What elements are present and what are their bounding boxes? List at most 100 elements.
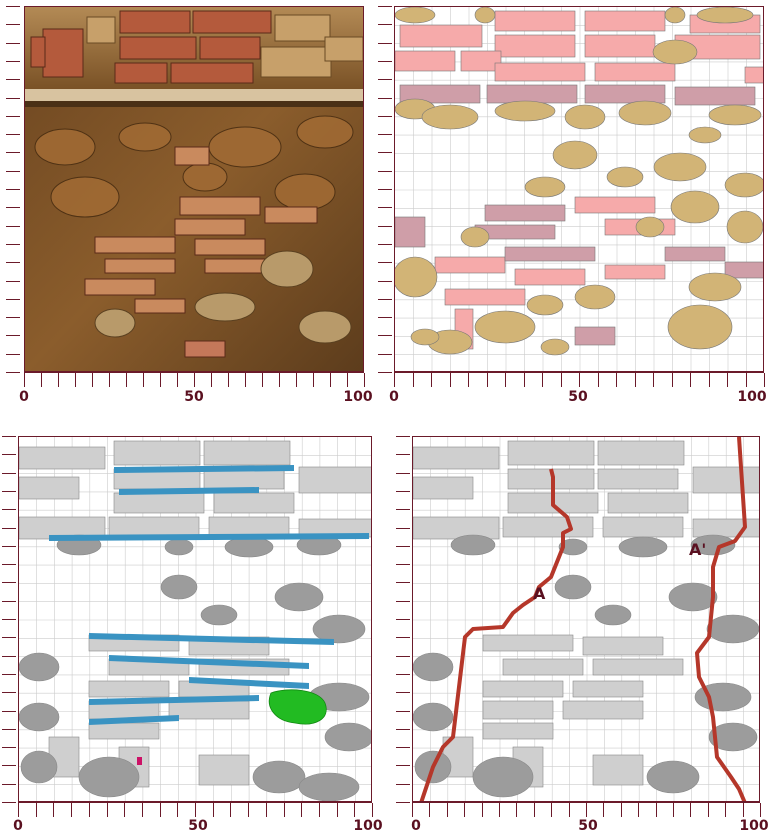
ruler-tick bbox=[396, 783, 410, 785]
ruler-tick bbox=[690, 803, 692, 817]
ruler-tick bbox=[262, 373, 263, 387]
ruler-tick bbox=[671, 373, 673, 387]
ruler-tick bbox=[143, 373, 144, 387]
ruler-tick bbox=[58, 373, 59, 387]
ruler-tick bbox=[2, 490, 16, 492]
ruler-tick bbox=[283, 803, 285, 817]
ruler-tick bbox=[106, 803, 108, 817]
axis-tick-0: 0 bbox=[389, 389, 399, 405]
ruler-tick bbox=[6, 335, 20, 337]
photo-image bbox=[24, 6, 364, 372]
axis-tick-100: 100 bbox=[737, 389, 767, 405]
ruler-tick bbox=[378, 372, 392, 373]
ruler-tick bbox=[597, 373, 599, 387]
ruler-tick bbox=[141, 803, 143, 817]
ruler-tick bbox=[2, 564, 16, 566]
ruler-tick bbox=[653, 373, 654, 387]
ruler-tick bbox=[2, 802, 16, 803]
ruler-tick bbox=[248, 803, 250, 817]
ruler-tick bbox=[412, 373, 414, 387]
ruler-tick bbox=[194, 373, 195, 387]
ruler-tick bbox=[2, 527, 16, 529]
masonry-photo bbox=[25, 7, 363, 371]
axis-tick-50: 50 bbox=[578, 818, 598, 834]
ruler-tick bbox=[2, 783, 16, 785]
ruler-tick bbox=[378, 189, 392, 190]
ruler-tick bbox=[6, 60, 20, 62]
ruler-tick bbox=[396, 564, 410, 566]
ruler-tick bbox=[6, 189, 20, 190]
ruler-tick bbox=[378, 97, 392, 99]
ruler-tick bbox=[2, 509, 16, 511]
ruler-tick bbox=[486, 373, 488, 387]
ruler-tick bbox=[586, 803, 587, 817]
ruler-tick bbox=[2, 655, 16, 657]
ruler-tick bbox=[429, 803, 431, 817]
ruler-tick bbox=[6, 79, 20, 81]
section-label-a: A bbox=[533, 584, 546, 603]
ruler-tick bbox=[378, 280, 392, 282]
ruler-tick bbox=[638, 803, 640, 817]
ruler-tick bbox=[378, 152, 392, 154]
ruler-tick bbox=[301, 803, 303, 817]
ruler-tick bbox=[6, 262, 20, 264]
ruler-tick bbox=[336, 803, 338, 817]
ruler-tick bbox=[2, 454, 16, 456]
ruler-tick bbox=[378, 115, 392, 117]
ruler-tick bbox=[195, 803, 196, 817]
ruler-tick bbox=[2, 619, 16, 620]
ruler-tick bbox=[378, 243, 392, 245]
ruler-tick bbox=[396, 454, 410, 456]
ruler-tick bbox=[690, 373, 691, 387]
ruler-tick bbox=[505, 373, 506, 387]
ruler-tick bbox=[2, 545, 16, 547]
ruler-tick bbox=[378, 6, 392, 7]
ruler-tick bbox=[92, 373, 93, 387]
ruler-tick bbox=[2, 747, 16, 749]
ruler-tick bbox=[2, 436, 16, 437]
ruler-tick bbox=[396, 509, 410, 511]
ruler-tick bbox=[75, 373, 76, 387]
mortar-joints-panel: 0 50 100 bbox=[2, 432, 386, 837]
ruler-tick bbox=[396, 747, 410, 749]
ruler-tick bbox=[279, 373, 280, 387]
section-label-a-prime: A' bbox=[689, 540, 706, 559]
ruler-tick bbox=[396, 490, 410, 492]
ruler-tick bbox=[6, 6, 20, 7]
ruler-tick bbox=[760, 803, 761, 817]
ruler-tick bbox=[71, 803, 73, 817]
ruler-tick bbox=[228, 373, 229, 387]
ruler-tick bbox=[378, 134, 392, 136]
ruler-tick bbox=[378, 225, 392, 227]
ruler-tick bbox=[160, 373, 161, 387]
bottom-ruler bbox=[394, 372, 765, 389]
ruler-tick bbox=[396, 637, 410, 639]
ruler-tick bbox=[24, 373, 25, 387]
ruler-tick bbox=[126, 373, 127, 387]
ruler-tick bbox=[6, 97, 20, 99]
ruler-tick bbox=[318, 803, 320, 817]
ruler-tick bbox=[396, 655, 410, 657]
ruler-tick bbox=[431, 373, 432, 387]
ruler-tick bbox=[499, 803, 500, 817]
ruler-tick bbox=[53, 803, 55, 817]
ruler-tick bbox=[265, 803, 267, 817]
ruler-tick bbox=[378, 353, 392, 355]
ruler-tick bbox=[396, 436, 410, 437]
ruler-tick bbox=[481, 803, 483, 817]
ruler-tick bbox=[396, 600, 410, 602]
axis-tick-100: 100 bbox=[343, 389, 373, 405]
ruler-tick bbox=[707, 803, 709, 817]
ruler-tick bbox=[354, 803, 356, 817]
ruler-tick bbox=[378, 298, 392, 300]
ruler-tick bbox=[634, 373, 636, 387]
bottom-ruler bbox=[18, 802, 373, 819]
ruler-tick bbox=[396, 802, 410, 803]
ruler-tick bbox=[35, 803, 37, 817]
ruler-tick bbox=[245, 373, 246, 387]
ruler-tick bbox=[620, 803, 622, 817]
axis-tick-50: 50 bbox=[188, 818, 208, 834]
ruler-tick bbox=[523, 373, 525, 387]
ruler-tick bbox=[673, 803, 674, 817]
ruler-tick bbox=[364, 373, 365, 387]
